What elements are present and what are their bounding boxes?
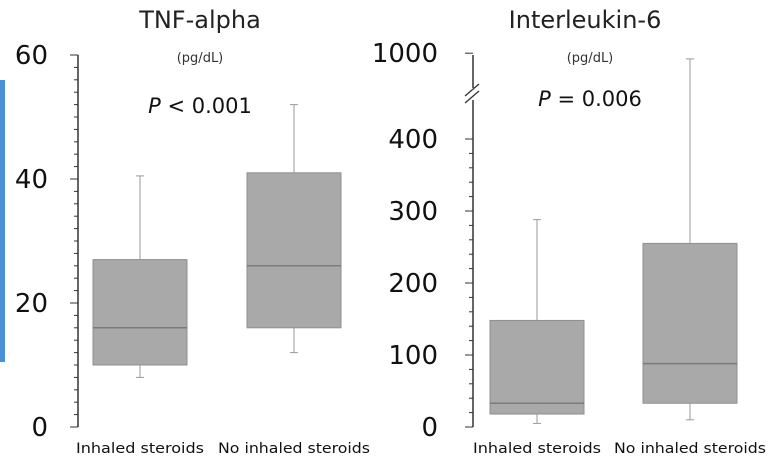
left-accent-bar bbox=[0, 80, 5, 362]
y-tick-label: 300 bbox=[388, 197, 438, 227]
p-symbol: P bbox=[148, 94, 161, 118]
p-value-annotation: P = 0.006 bbox=[538, 87, 642, 111]
category-label: No inhaled steroids bbox=[218, 441, 370, 457]
y-tick-label: 1000 bbox=[372, 39, 438, 69]
tnf-alpha-chart: TNF-alpha (pg/dL) P < 0.001 0 20 40 60 Inha… bbox=[15, 6, 370, 457]
axis-break-mark bbox=[464, 90, 480, 104]
box-plot-0 bbox=[489, 219, 585, 424]
y-tick-label: 400 bbox=[388, 125, 438, 155]
axis-break-mark bbox=[464, 83, 480, 97]
p-symbol: P bbox=[538, 87, 551, 111]
y-tick-label: 200 bbox=[388, 269, 438, 299]
chart-title: TNF-alpha bbox=[138, 6, 261, 34]
interleukin-6-chart: Interleukin-6 (pg/dL) P = 0.006 0 100 200 3… bbox=[372, 6, 766, 457]
box-plot-0 bbox=[92, 175, 188, 378]
y-tick-label: 40 bbox=[15, 165, 48, 195]
iqr-box bbox=[489, 319, 585, 415]
y-axis bbox=[464, 52, 480, 428]
chart-title: Interleukin-6 bbox=[509, 6, 662, 34]
category-label: Inhaled steroids bbox=[76, 441, 204, 457]
y-axis bbox=[70, 54, 79, 428]
unit-label: (pg/dL) bbox=[567, 51, 614, 66]
category-label: No inhaled steroids bbox=[614, 441, 766, 457]
p-value-annotation: P < 0.001 bbox=[148, 94, 252, 118]
category-label: Inhaled steroids bbox=[473, 441, 601, 457]
box-plots bbox=[489, 58, 738, 424]
y-tick-label: 0 bbox=[421, 413, 438, 443]
category-labels: Inhaled steroids No inhaled steroids bbox=[76, 441, 370, 457]
y-tick-label: 0 bbox=[31, 413, 48, 443]
y-tick-label: 60 bbox=[15, 41, 48, 71]
p-value-text: = 0.006 bbox=[551, 87, 642, 111]
iqr-box bbox=[246, 172, 342, 329]
box-plot-1 bbox=[642, 58, 738, 421]
iqr-box bbox=[92, 259, 188, 366]
p-value-text: < 0.001 bbox=[161, 94, 252, 118]
y-tick-labels: 0 20 40 60 bbox=[15, 41, 48, 443]
iqr-box bbox=[642, 242, 738, 404]
box-plot-1 bbox=[246, 104, 342, 354]
y-tick-label: 100 bbox=[388, 341, 438, 371]
y-tick-labels: 0 100 200 300 400 1000 bbox=[372, 39, 438, 443]
box-plots bbox=[92, 104, 342, 378]
y-tick-label: 20 bbox=[15, 289, 48, 319]
category-labels: Inhaled steroids No inhaled steroids bbox=[473, 441, 766, 457]
unit-label: (pg/dL) bbox=[177, 51, 224, 66]
